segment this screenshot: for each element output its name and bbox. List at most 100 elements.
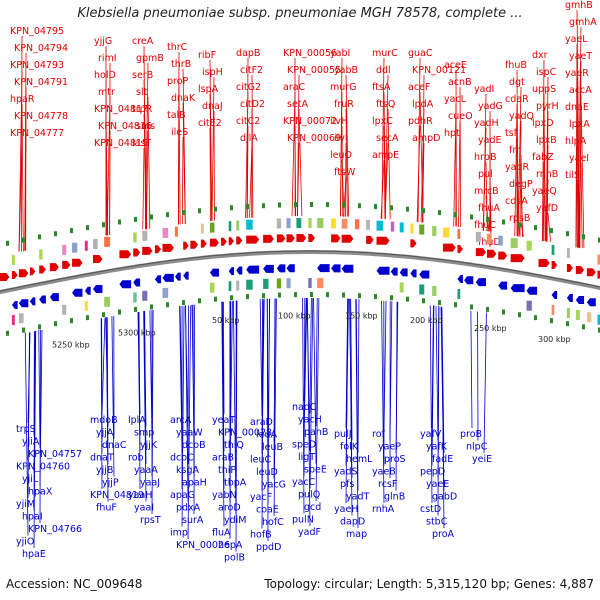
reverse-gene-arrow <box>526 286 538 295</box>
gene-leader-line <box>575 145 578 248</box>
gene-label-forward: gmhA <box>569 17 597 28</box>
gene-label-reverse: pepD <box>420 467 445 478</box>
gene-leader-line <box>349 298 353 516</box>
scale-tick-label: 100 kbp <box>278 312 311 321</box>
forward-gene-arrow <box>72 258 83 267</box>
cog-block-forward <box>228 221 232 232</box>
outer-tick-mark <box>22 237 25 243</box>
cog-block-forward <box>72 242 78 253</box>
gene-label-forward: fhuC <box>474 220 496 231</box>
gene-leader-line <box>420 108 425 223</box>
forward-gene-arrow <box>49 263 59 272</box>
outer-tick-mark <box>102 222 105 228</box>
cog-block-reverse <box>142 290 148 301</box>
gene-label-forward: yadR <box>505 162 529 173</box>
gene-label-forward: KPN_04791 <box>14 77 68 88</box>
gene-label-forward: yadG <box>478 101 503 112</box>
reverse-gene-arrow <box>457 275 463 284</box>
gene-label-forward: pyrH <box>536 101 559 112</box>
inner-tick-mark <box>22 327 25 333</box>
cog-block-forward <box>597 254 600 265</box>
gene-leader-line <box>209 93 213 222</box>
gene-leader-line <box>178 119 180 225</box>
gene-leader-line <box>273 298 276 479</box>
gene-label-reverse: fhuF <box>96 503 117 514</box>
gene-label-forward: KPN_04793 <box>10 60 64 71</box>
gene-leader-line <box>21 103 24 252</box>
gene-label-reverse: yafK <box>426 442 448 453</box>
forward-gene-arrow <box>331 234 341 243</box>
gene-label-reverse: yadF <box>298 527 321 538</box>
gene-label-forward: dnaE <box>565 102 589 113</box>
gene-label-reverse: leuC <box>250 455 272 466</box>
gene-label-reverse: speE <box>304 465 327 476</box>
gene-label-forward: murC <box>372 48 398 59</box>
gene-leader-line <box>435 306 439 441</box>
reverse-gene-arrow <box>276 264 286 273</box>
cog-block-reverse <box>597 314 600 325</box>
gene-leader-line <box>355 299 359 491</box>
cog-block-reverse <box>133 292 137 303</box>
gene-label-forward: KPN_04795 <box>10 26 64 37</box>
cog-block-forward <box>457 229 461 240</box>
reverse-gene-arrow <box>246 265 260 274</box>
gene-leader-line <box>429 305 433 504</box>
gene-label-forward: KPN_04794 <box>14 43 68 54</box>
gene-label-forward: dnaK <box>171 93 196 104</box>
gene-label-forward: dapB <box>236 48 260 59</box>
gene-label-forward: mrcB <box>474 186 499 197</box>
gene-label-forward: dgt <box>509 77 525 88</box>
cog-block-reverse <box>551 304 555 315</box>
reverse-gene-arrow <box>510 284 525 293</box>
gene-label-forward: secA <box>376 133 399 144</box>
gene-label-forward: lpxC <box>372 116 393 127</box>
reverse-gene-arrow <box>390 267 398 276</box>
gene-label-reverse: rpsT <box>140 515 161 526</box>
gene-label-forward: hrpB <box>474 152 496 163</box>
cog-block-reverse <box>575 309 580 320</box>
gene-label-forward: sms <box>136 121 155 132</box>
gene-label-forward: cueO <box>448 111 473 122</box>
gene-label-forward: yadE <box>478 135 501 146</box>
forward-gene-arrow <box>308 234 315 243</box>
gene-leader-line <box>547 212 551 242</box>
gene-label-forward: aceF <box>408 82 430 93</box>
gene-leader-line <box>520 222 524 237</box>
cog-block-forward <box>286 218 291 229</box>
gene-label-reverse: rob <box>128 453 144 464</box>
gene-leader-line <box>542 195 545 241</box>
cog-block-forward <box>566 247 570 258</box>
gene-label-reverse: yacH <box>298 415 322 426</box>
gene-label-forward: yadQ <box>509 111 534 122</box>
cog-block-forward <box>475 232 481 243</box>
gene-leader-line <box>541 59 545 241</box>
outer-tick-mark <box>198 208 201 214</box>
cog-block-forward <box>276 218 282 229</box>
gene-label-reverse: hepA <box>218 540 243 551</box>
gene-leader-line <box>105 113 109 236</box>
forward-gene-arrow <box>296 234 307 243</box>
gene-leader-line <box>187 305 192 540</box>
inner-tick-mark <box>246 294 249 300</box>
cog-block-reverse <box>286 278 291 289</box>
reverse-gene-arrow <box>228 267 234 276</box>
cog-block-reverse <box>399 282 404 293</box>
gene-leader-line <box>261 299 264 529</box>
outer-tick-mark <box>214 206 217 212</box>
gene-label-reverse: dnaC <box>102 440 127 451</box>
inner-tick-mark <box>150 304 153 310</box>
gene-leader-line <box>309 297 314 489</box>
gene-label-forward: aceE <box>444 60 467 71</box>
gene-label-forward: lpxA <box>569 119 590 130</box>
gene-leader-line <box>381 300 385 504</box>
cog-block-reverse <box>209 282 215 293</box>
outer-tick-mark <box>422 208 425 214</box>
outer-tick-mark <box>70 228 73 234</box>
gene-leader-line <box>483 312 487 454</box>
gene-label-forward: fabZ <box>532 152 554 163</box>
gene-label-forward: KPN_00056 <box>283 48 337 59</box>
outer-tick-mark <box>6 240 9 246</box>
forward-gene-arrow <box>62 260 71 269</box>
gene-label-forward: gpmB <box>136 53 164 64</box>
gene-label-forward: yaeI <box>569 153 589 164</box>
